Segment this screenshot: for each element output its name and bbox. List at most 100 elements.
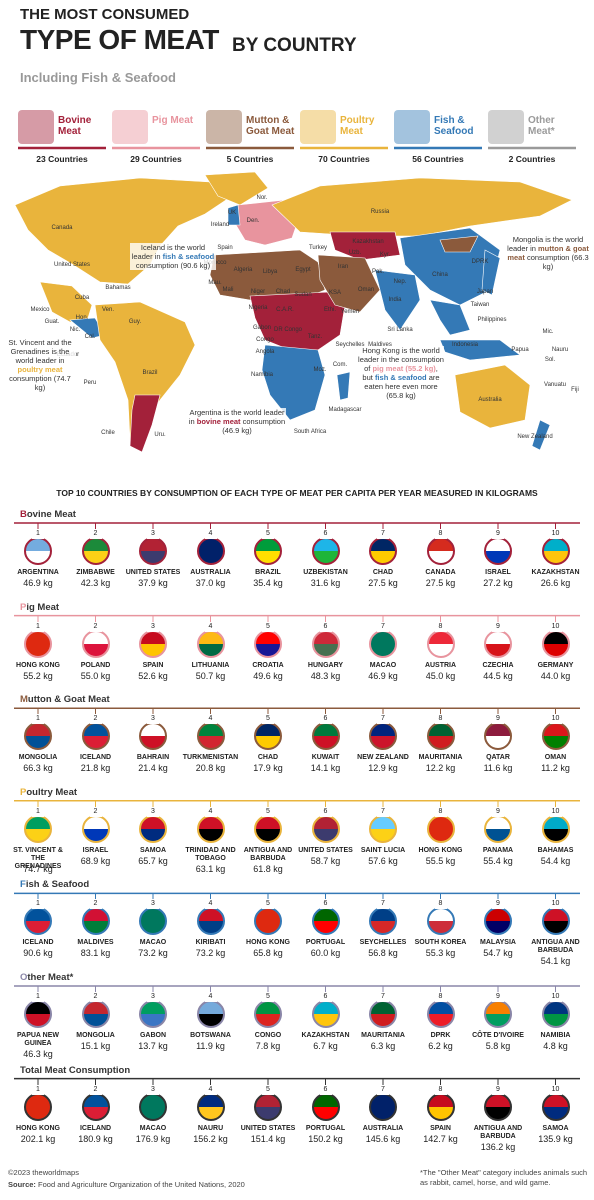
map-label: Seychelles	[335, 342, 365, 348]
rank-number: 3	[147, 1084, 159, 1095]
source-text: Food and Agriculture Organization of the…	[38, 1180, 245, 1189]
flag	[139, 629, 167, 658]
country-name: SAMOA	[542, 1124, 569, 1132]
country-name: ICELAND	[79, 754, 112, 762]
consumption-value: 44.5 kg	[483, 670, 513, 681]
country-name: ISRAEL	[82, 846, 109, 854]
map-annotation: St. Vincent and the Grenadines is the wo…	[4, 338, 76, 392]
source-label: Source:	[8, 1180, 36, 1189]
map-label: Ethi.	[323, 307, 337, 313]
country-name: AUSTRALIA	[190, 569, 231, 576]
rank-number: 2	[89, 714, 102, 725]
map-label: Mexico	[30, 307, 50, 313]
flag	[139, 907, 167, 936]
rank-number: 6	[319, 1084, 332, 1095]
map-label: Mic.	[542, 329, 554, 335]
group-title: Bovine Meat	[20, 509, 76, 520]
map-label: Tanz.	[307, 334, 323, 340]
rank-number: 4	[204, 806, 217, 817]
country-name: BOTSWANA	[190, 1032, 231, 1039]
title-line2a: TYPE OF MEAT	[20, 24, 219, 55]
rank-number: 5	[262, 992, 274, 1002]
rank-number: 10	[549, 899, 562, 910]
flag	[426, 1092, 455, 1121]
map-label: Sudan	[294, 292, 312, 298]
flag	[254, 537, 282, 565]
country-name: MACAO	[139, 1124, 167, 1132]
country-name: ICELAND	[79, 1124, 112, 1132]
rank-number: 8	[434, 992, 447, 1002]
consumption-value: 4.8 kg	[543, 1041, 568, 1051]
legend-count: 5 Countries	[226, 154, 274, 164]
consumption-value: 11.9 kg	[196, 1041, 225, 1051]
country-name: UNITED STATES	[125, 569, 181, 576]
flag	[426, 722, 455, 751]
annotation-text: consumption (66.3 kg)	[524, 253, 589, 271]
consumption-value: 42.3 kg	[80, 578, 111, 588]
annotation-text: are eaten here even more (65.8 kg)	[364, 373, 440, 400]
consumption-value: 56.8 kg	[368, 948, 398, 959]
map-annotation: Hong Kong is the world leader in the con…	[358, 346, 444, 400]
legend-icon	[300, 110, 336, 144]
consumption-value: 49.6 kg	[253, 670, 283, 681]
map-label: UK	[227, 210, 237, 216]
flag	[254, 907, 282, 936]
rank-number: 5	[262, 1084, 274, 1095]
country-name: ARGENTINA	[17, 569, 59, 576]
map-label: Chad	[275, 289, 291, 295]
rank-number: 9	[492, 992, 504, 1002]
rank-number: 7	[377, 992, 389, 1002]
country-name: GERMANY	[537, 661, 574, 669]
consumption-value: 150.2 kg	[308, 1133, 343, 1144]
flag	[484, 722, 512, 751]
map-label: Spain	[217, 245, 233, 251]
map-label: Niger	[250, 289, 266, 295]
country-name: MONGOLIA	[18, 754, 58, 762]
rank-number: 3	[147, 621, 159, 632]
legend-icon	[18, 110, 54, 144]
consumption-value: 61.8 kg	[253, 863, 283, 874]
country-name: ANTIGUA AND BARBUDA	[531, 939, 580, 955]
flag	[24, 722, 52, 751]
map-label: Ireland	[210, 222, 230, 228]
consumption-value: 156.2 kg	[193, 1133, 228, 1144]
rank-number: 7	[377, 714, 389, 725]
map-label: Kyr.	[379, 252, 391, 258]
legend-icon	[206, 110, 242, 144]
flag	[369, 722, 397, 751]
consumption-value: 17.9 kg	[253, 763, 283, 774]
rank-number: 9	[492, 899, 504, 910]
country-name: HONG KONG	[16, 661, 60, 669]
country-name: CHAD	[372, 569, 394, 576]
annotation-text: St. Vincent and the Grenadines is the wo…	[8, 338, 72, 365]
country-name: SEYCHELLES	[359, 939, 407, 947]
consumption-value: 46.3 kg	[23, 1049, 53, 1059]
map-label: Russia	[370, 209, 390, 215]
country-name: MAURITANIA	[361, 1032, 405, 1039]
flag	[541, 629, 570, 658]
flag	[484, 537, 512, 565]
rank-number: 10	[549, 529, 562, 539]
map-label: Bahamas	[105, 285, 131, 291]
map-label: Brazil	[142, 370, 158, 376]
country-name: PAPUA NEW GUINEA	[17, 1032, 59, 1047]
flag	[369, 629, 397, 658]
annotation-text: consumption (46.9 kg)	[222, 417, 286, 435]
annotation-text: Argentina is the world leader in	[188, 408, 285, 426]
annotation-text: Iceland is the world leader in	[131, 243, 206, 261]
country-name: MALDIVES	[77, 939, 114, 947]
map-label: Oman	[357, 287, 375, 293]
rank-number: 8	[434, 899, 447, 910]
flag	[24, 629, 52, 658]
country-name: AUSTRIA	[424, 661, 457, 669]
rank-number: 8	[434, 529, 447, 539]
country-name: SAINT LUCIA	[360, 846, 406, 854]
rank-number: 2	[89, 806, 102, 817]
map-label: Nigeria	[248, 305, 268, 311]
rank-number: 1	[32, 714, 44, 725]
group-title: Total Meat Consumption	[20, 1064, 131, 1076]
map-label: Moz.	[313, 367, 327, 373]
annotation-highlight: poultry meat	[17, 365, 63, 374]
rank-number: 1	[32, 1084, 44, 1095]
country-name: PORTUGAL	[305, 939, 346, 947]
